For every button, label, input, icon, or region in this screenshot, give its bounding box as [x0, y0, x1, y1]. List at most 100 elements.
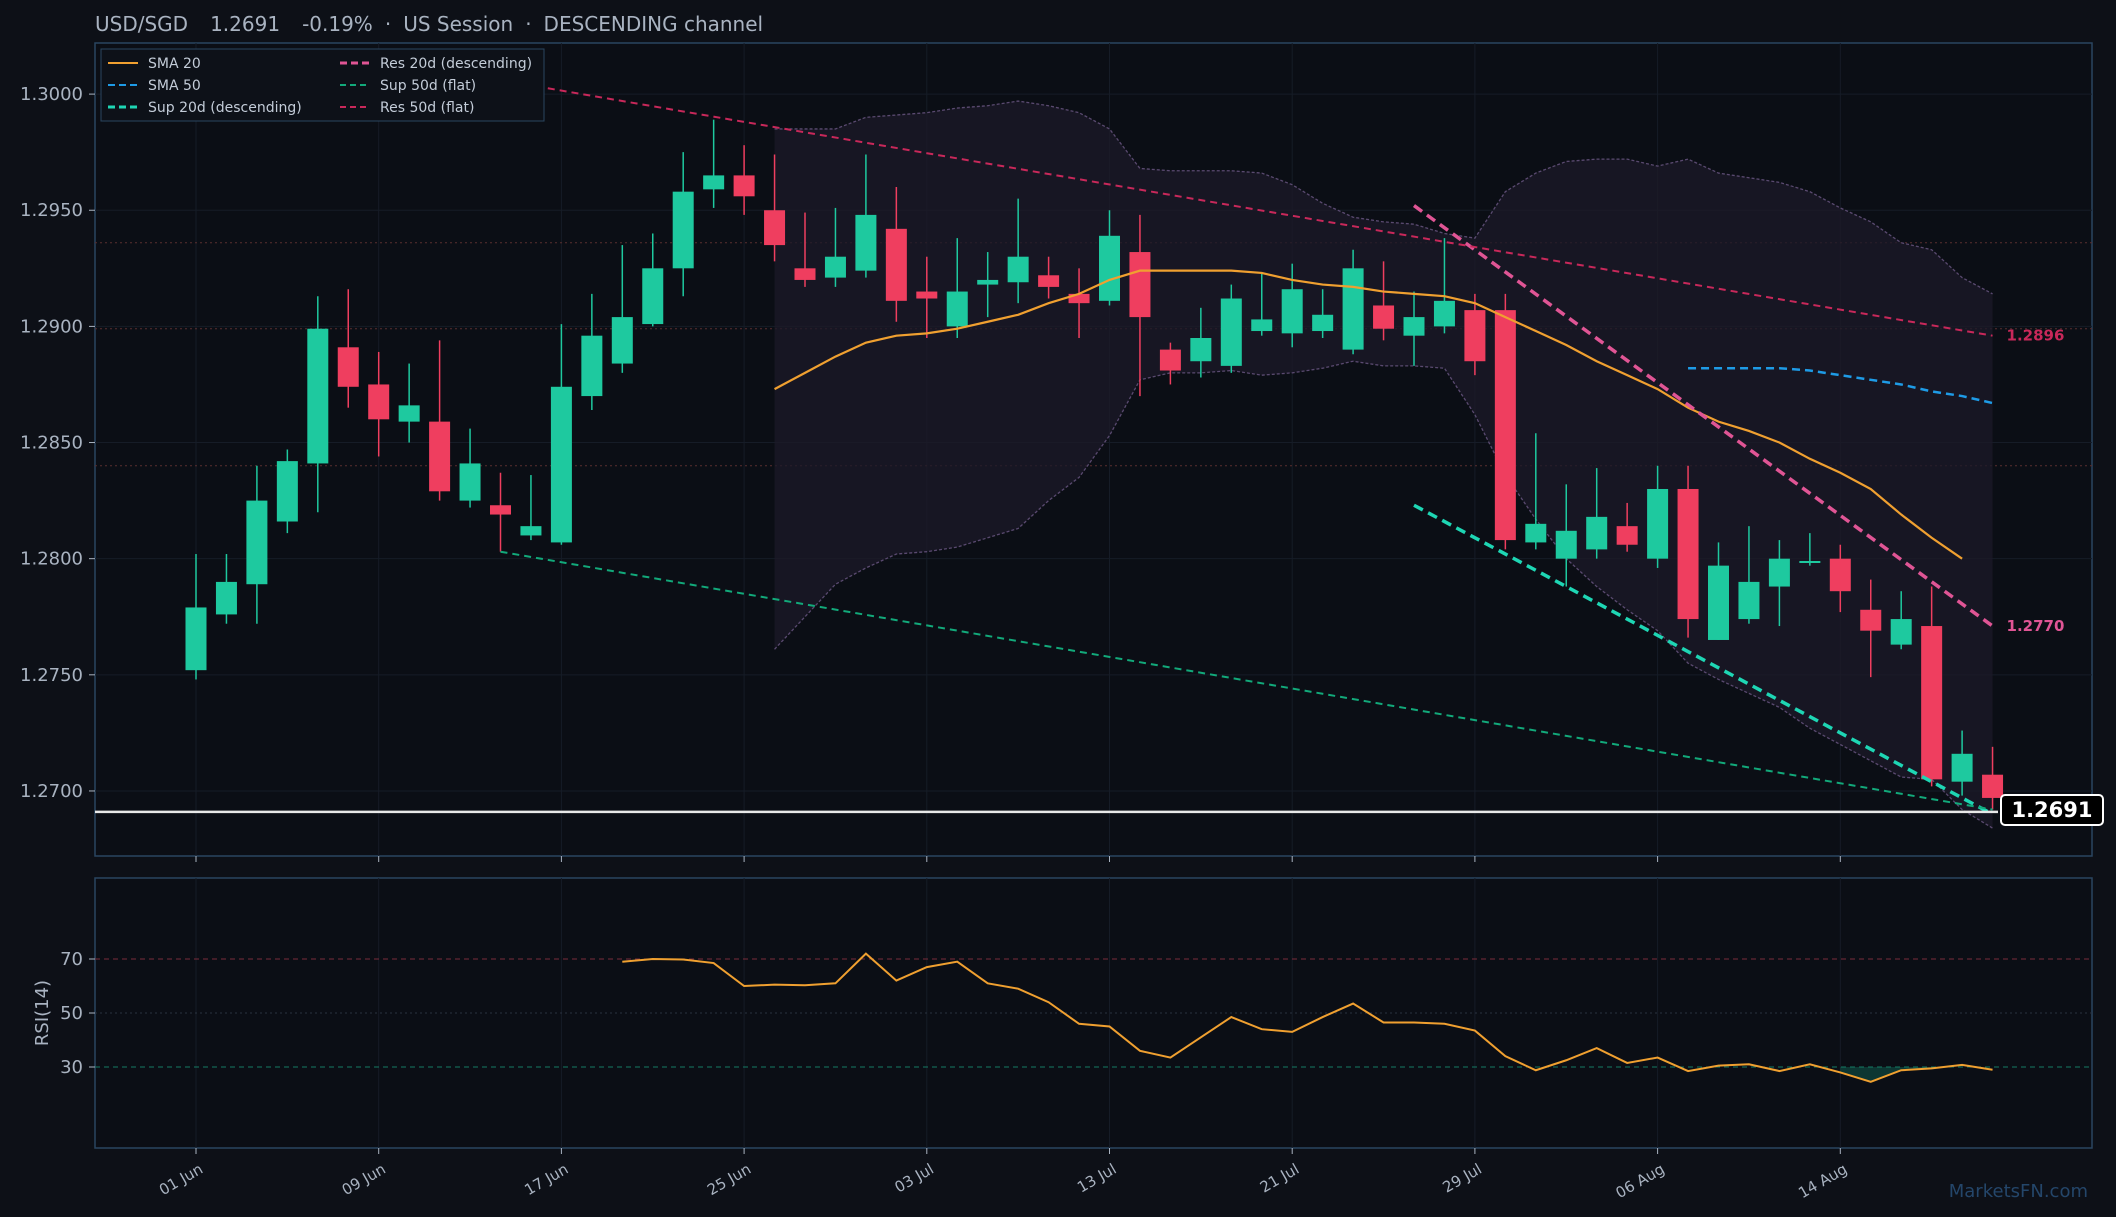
y-tick-label: 1.2700 — [20, 781, 83, 802]
candle-body — [1251, 319, 1273, 332]
header-channel: DESCENDING channel — [544, 12, 764, 36]
last-price-box — [2000, 794, 2104, 826]
y-tick-label: 1.3000 — [20, 84, 83, 105]
candle-body — [1342, 268, 1364, 350]
legend-label-sup20: Sup 20d (descending) — [148, 100, 302, 116]
legend-label-sma50: SMA 50 — [148, 78, 201, 94]
legend: SMA 20 SMA 50 Sup 20d (descending) Res 2… — [100, 48, 545, 122]
candle-body — [1799, 560, 1821, 563]
candle-body — [429, 421, 451, 492]
candle-body — [611, 317, 633, 364]
rsi-oversold-fill — [1840, 1067, 1932, 1082]
candle-body — [1860, 609, 1882, 631]
candle-body — [824, 256, 846, 278]
chart-header: USD/SGD 1.2691 -0.19% · US Session · DESCENDIN… — [95, 12, 763, 36]
watermark: MarketsFN.com — [1949, 1181, 2088, 1202]
last-price-label: 1.2691 — [2011, 798, 2092, 822]
candle-body — [215, 581, 237, 615]
bollinger-lower — [774, 360, 1993, 829]
candle-body — [855, 214, 877, 271]
header-session: US Session — [403, 12, 513, 36]
series-end-label: 1.2770 — [2007, 617, 2065, 635]
candle-body — [1433, 300, 1455, 327]
series-end-label: 1.2896 — [2007, 327, 2065, 345]
candle-body — [1129, 252, 1151, 318]
y-tick-label: 1.2850 — [20, 433, 83, 454]
series-line — [1412, 204, 1994, 628]
rsi-line — [622, 952, 1993, 1083]
candle-body — [1525, 523, 1547, 543]
candle-body — [1281, 289, 1303, 334]
series-line — [500, 79, 1993, 337]
rsi-y-tick-label: 30 — [60, 1057, 83, 1078]
candle-body — [1403, 317, 1425, 336]
header-pair: USD/SGD — [95, 12, 188, 36]
candle-body — [642, 268, 664, 325]
candle-body — [1038, 275, 1060, 287]
candle-body — [1921, 626, 1943, 780]
series-line — [1413, 503, 1994, 816]
candle-body — [1190, 338, 1212, 362]
candle-body — [1555, 530, 1577, 559]
header-price: 1.2691 — [210, 12, 280, 36]
candle-body — [794, 268, 816, 280]
candle-body — [916, 291, 938, 299]
candle-body — [672, 191, 694, 269]
legend-label-sup50: Sup 50d (flat) — [380, 78, 476, 94]
header-sep-2: · — [525, 12, 531, 36]
candle-body — [885, 228, 907, 301]
candle-body — [1647, 488, 1669, 559]
candle-body — [1768, 558, 1790, 587]
bollinger-upper — [774, 100, 1993, 295]
candle-body — [1738, 581, 1760, 620]
candle-body — [1677, 488, 1699, 620]
y-tick-label: 1.2750 — [20, 665, 83, 686]
candle-body — [1708, 565, 1729, 640]
candle-body — [1494, 310, 1516, 541]
legend-label-res50: Res 50d (flat) — [380, 100, 474, 116]
header-change: -0.19% — [302, 12, 373, 36]
candle-body — [368, 384, 390, 420]
candle-body — [1951, 753, 1973, 782]
candle-body — [1099, 235, 1120, 301]
candle-body — [764, 210, 786, 246]
candle-body — [307, 328, 329, 464]
candle-body — [733, 175, 755, 197]
candle-body — [1068, 293, 1090, 304]
candle-body — [520, 526, 542, 536]
candle-body — [1982, 774, 2004, 798]
legend-box — [100, 48, 545, 122]
y-tick-label: 1.2950 — [20, 200, 83, 221]
candle-body — [946, 291, 968, 327]
candle-body — [977, 279, 999, 285]
price-plot: 1.2700 1.2750 1.2800 1.2850 1.2900 1.2950 1.30… — [20, 43, 2092, 862]
candle-body — [246, 500, 268, 585]
candle-body — [1464, 310, 1486, 362]
series-line — [774, 269, 1963, 560]
candle-body — [459, 463, 481, 501]
y-tick-label: 1.2900 — [20, 316, 83, 337]
series-line — [500, 550, 1993, 811]
candle-body — [1312, 314, 1334, 332]
y-tick-label: 1.2800 — [20, 549, 83, 570]
candle-body — [581, 335, 603, 397]
rsi-axis-label: RSI(14) — [32, 980, 53, 1046]
rsi-y-tick-label: 50 — [60, 1003, 83, 1024]
candle-body — [1586, 516, 1608, 550]
candle-body — [1373, 305, 1395, 329]
candle-body — [1007, 256, 1029, 283]
candle-body — [1890, 619, 1912, 645]
candle-body — [337, 347, 359, 387]
candle-body — [1159, 349, 1181, 371]
candle-body — [490, 505, 511, 515]
legend-label-res20: Res 20d (descending) — [380, 56, 532, 72]
candle-body — [1220, 298, 1242, 366]
legend-label-sma20: SMA 20 — [148, 56, 201, 72]
rsi-y-tick-label: 70 — [60, 949, 83, 970]
candle-body — [276, 461, 298, 522]
header-sep-1: · — [385, 12, 391, 36]
last-price-marker: 1.2691 — [2000, 794, 2104, 826]
candle-body — [550, 386, 572, 543]
